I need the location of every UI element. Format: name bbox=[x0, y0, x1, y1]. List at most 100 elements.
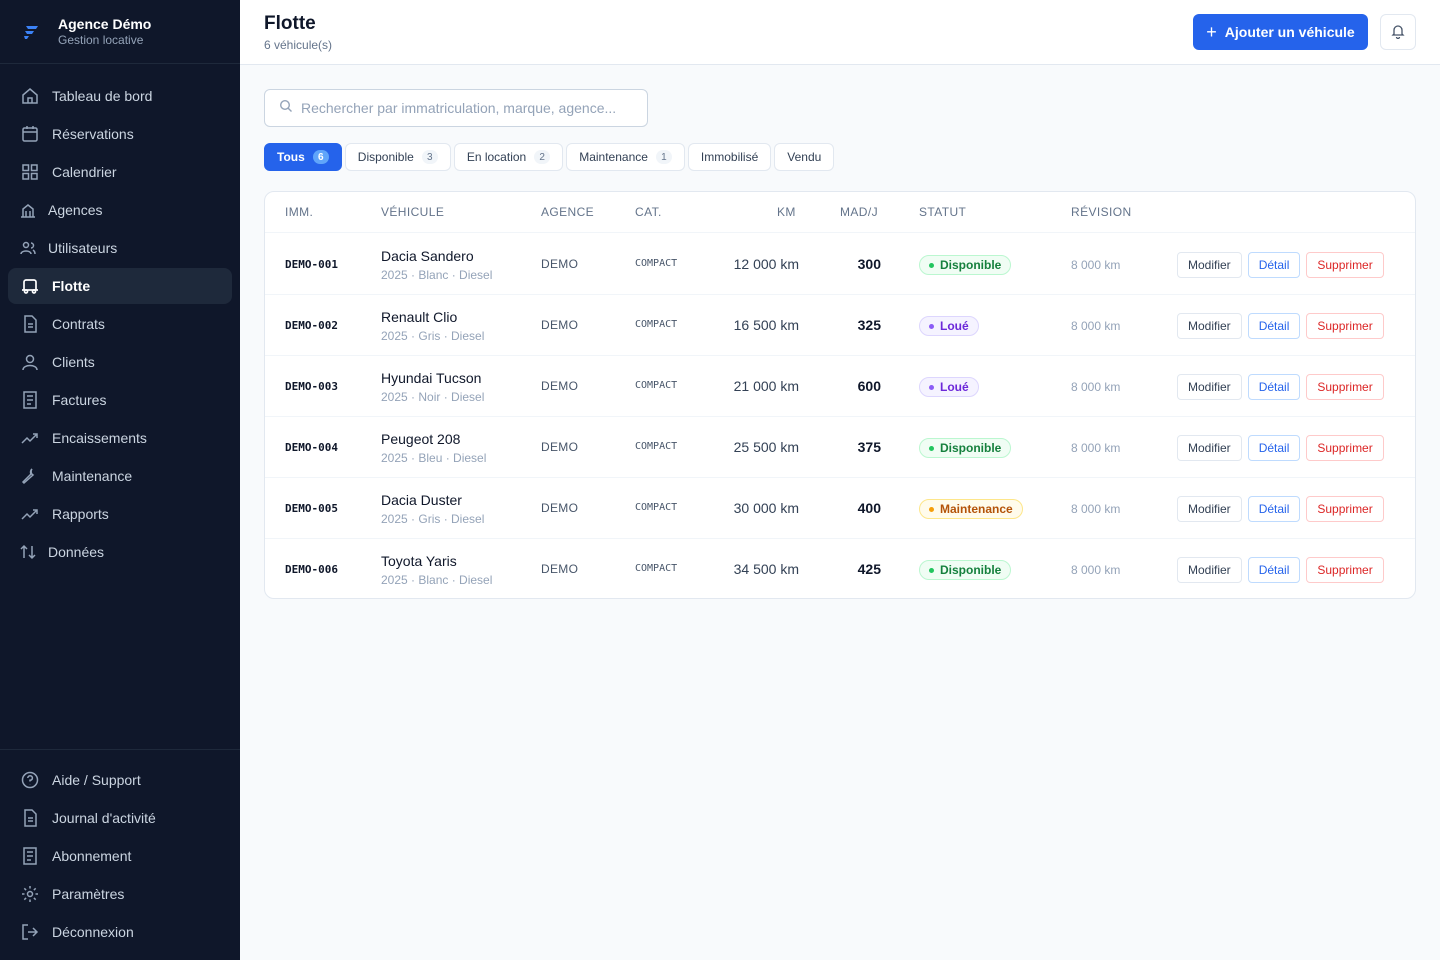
plate-number: DEMO-006 bbox=[285, 563, 338, 576]
help-icon bbox=[20, 770, 40, 790]
filter-label: Tous bbox=[277, 150, 305, 164]
building-icon bbox=[20, 200, 36, 220]
nav-item-contrats[interactable]: Contrats bbox=[8, 306, 232, 342]
filter-vendu[interactable]: Vendu bbox=[774, 143, 835, 171]
detail-button[interactable]: Détail bbox=[1247, 252, 1301, 278]
nav-item-flotte[interactable]: Flotte bbox=[8, 268, 232, 304]
edit-button[interactable]: Modifier bbox=[1177, 557, 1242, 583]
edit-button[interactable]: Modifier bbox=[1177, 252, 1242, 278]
edit-button[interactable]: Modifier bbox=[1177, 374, 1242, 400]
nav-label: Agences bbox=[48, 202, 103, 218]
nav-item-rapports[interactable]: Rapports bbox=[8, 496, 232, 532]
add-vehicle-label: Ajouter un véhicule bbox=[1224, 24, 1355, 40]
row-actions: Modifier Détail Supprimer bbox=[1177, 313, 1384, 339]
status-label: Disponible bbox=[940, 258, 1002, 272]
status-dot-icon bbox=[929, 262, 934, 268]
sort-icon bbox=[20, 542, 36, 562]
vehicle-mileage: 25 500 km bbox=[733, 439, 799, 455]
filter-disponible[interactable]: Disponible 3 bbox=[344, 143, 451, 171]
delete-button[interactable]: Supprimer bbox=[1306, 252, 1384, 278]
status-label: Disponible bbox=[940, 563, 1002, 577]
nav-item-donnees[interactable]: Données bbox=[8, 534, 232, 570]
plus-icon: + bbox=[1206, 22, 1217, 42]
filter-tous[interactable]: Tous 6 bbox=[264, 143, 342, 171]
edit-button[interactable]: Modifier bbox=[1177, 313, 1242, 339]
nav-item-calendrier[interactable]: Calendrier bbox=[8, 154, 232, 190]
car-icon bbox=[20, 276, 40, 296]
nav-item-encaissements[interactable]: Encaissements bbox=[8, 420, 232, 456]
vehicle-category: COMPACT bbox=[635, 380, 678, 391]
row-actions: Modifier Détail Supprimer bbox=[1177, 496, 1384, 522]
nav-item-deconnexion[interactable]: Déconnexion bbox=[8, 914, 232, 950]
edit-button[interactable]: Modifier bbox=[1177, 496, 1242, 522]
filter-maintenance[interactable]: Maintenance 1 bbox=[566, 143, 685, 171]
table-row[interactable]: DEMO-004 Peugeot 208 2025 · Bleu · Diesel D… bbox=[265, 417, 1415, 478]
add-vehicle-button[interactable]: + Ajouter un véhicule bbox=[1193, 14, 1368, 50]
document-icon bbox=[20, 808, 40, 828]
nav-item-utilisateurs[interactable]: Utilisateurs bbox=[8, 230, 232, 266]
table-row[interactable]: DEMO-002 Renault Clio 2025 · Gris · Diesel… bbox=[265, 295, 1415, 356]
status-badge: Maintenance bbox=[919, 499, 1023, 519]
filter-label: Maintenance bbox=[579, 150, 648, 164]
edit-button[interactable]: Modifier bbox=[1177, 435, 1242, 461]
delete-button[interactable]: Supprimer bbox=[1306, 496, 1384, 522]
delete-button[interactable]: Supprimer bbox=[1306, 557, 1384, 583]
filter-label: Vendu bbox=[787, 150, 822, 164]
vehicle-agency: DEMO bbox=[541, 501, 579, 515]
delete-button[interactable]: Supprimer bbox=[1306, 374, 1384, 400]
nav-label: Clients bbox=[52, 354, 95, 370]
filter-count: 6 bbox=[312, 150, 329, 164]
vehicle-details: 2025 · Noir · Diesel bbox=[381, 390, 485, 404]
filter-immobilise[interactable]: Immobilisé bbox=[687, 143, 772, 171]
nav-label: Déconnexion bbox=[52, 924, 134, 940]
vehicle-category: COMPACT bbox=[635, 319, 678, 330]
table-row[interactable]: DEMO-001 Dacia Sandero 2025 · Blanc · Dies… bbox=[265, 234, 1415, 295]
vehicle-mileage: 16 500 km bbox=[733, 317, 799, 333]
delete-button[interactable]: Supprimer bbox=[1306, 313, 1384, 339]
detail-button[interactable]: Détail bbox=[1247, 496, 1301, 522]
page-title: Flotte bbox=[264, 13, 316, 34]
detail-button[interactable]: Détail bbox=[1247, 313, 1301, 339]
nav-item-abonnement[interactable]: Abonnement bbox=[8, 838, 232, 874]
delete-button[interactable]: Supprimer bbox=[1306, 435, 1384, 461]
nav-item-aide-support[interactable]: Aide / Support bbox=[8, 762, 232, 798]
detail-button[interactable]: Détail bbox=[1247, 435, 1301, 461]
vehicle-count: 6 véhicule(s) bbox=[264, 38, 333, 52]
status-dot-icon bbox=[929, 384, 934, 390]
nav-item-tableau-de-bord[interactable]: Tableau de bord bbox=[8, 78, 232, 114]
nav-item-parametres[interactable]: Paramètres bbox=[8, 876, 232, 912]
grid-icon bbox=[20, 162, 40, 182]
detail-button[interactable]: Détail bbox=[1247, 374, 1301, 400]
nav-label: Aide / Support bbox=[52, 772, 141, 788]
table-row[interactable]: DEMO-003 Hyundai Tucson 2025 · Noir · Dies… bbox=[265, 356, 1415, 417]
column-revision: RÉVISION bbox=[1071, 205, 1132, 219]
nav-item-factures[interactable]: Factures bbox=[8, 382, 232, 418]
daily-rate: 600 bbox=[857, 378, 881, 394]
user-icon bbox=[20, 352, 40, 372]
search-box bbox=[264, 89, 648, 127]
vehicle-agency: DEMO bbox=[541, 318, 579, 332]
logout-icon bbox=[20, 922, 40, 942]
status-badge: Disponible bbox=[919, 438, 1012, 458]
nav-item-reservations[interactable]: Réservations bbox=[8, 116, 232, 152]
search-input[interactable] bbox=[301, 100, 641, 116]
status-badge: Disponible bbox=[919, 255, 1012, 275]
nav-item-agences[interactable]: Agences bbox=[8, 192, 232, 228]
filter-en-location[interactable]: En location 2 bbox=[453, 143, 564, 171]
revision-interval: 8 000 km bbox=[1071, 380, 1121, 394]
vehicle-name: Dacia Duster bbox=[381, 492, 462, 508]
revision-interval: 8 000 km bbox=[1071, 258, 1121, 272]
daily-rate: 325 bbox=[857, 317, 881, 333]
nav-item-maintenance[interactable]: Maintenance bbox=[8, 458, 232, 494]
table-row[interactable]: DEMO-005 Dacia Duster 2025 · Gris · Diesel… bbox=[265, 478, 1415, 539]
table-row[interactable]: DEMO-006 Toyota Yaris 2025 · Blanc · Diese… bbox=[265, 539, 1415, 598]
nav-item-clients[interactable]: Clients bbox=[8, 344, 232, 380]
nav-item-journal[interactable]: Journal d'activité bbox=[8, 800, 232, 836]
nav-label: Flotte bbox=[52, 278, 91, 294]
detail-button[interactable]: Détail bbox=[1247, 557, 1301, 583]
daily-rate: 425 bbox=[857, 561, 881, 577]
brand-subtitle: Gestion locative bbox=[58, 32, 144, 47]
brand: Agence Démo Gestion locative bbox=[0, 0, 240, 64]
notifications-button[interactable] bbox=[1380, 14, 1416, 50]
fleet-table: IMM. VÉHICULE AGENCE CAT. KM MAD/J STATU… bbox=[264, 191, 1416, 599]
